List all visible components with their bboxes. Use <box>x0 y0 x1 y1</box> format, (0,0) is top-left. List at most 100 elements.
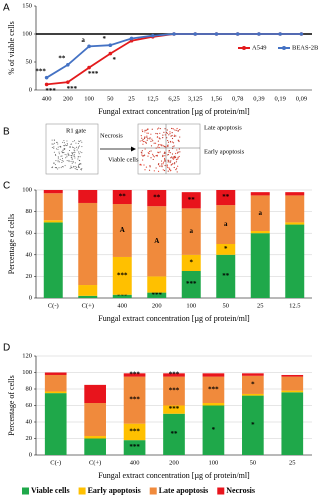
x-tick-label: C(-) <box>48 302 59 309</box>
x-axis-title: Fungal extract concentration [µg of prot… <box>98 314 250 323</box>
flow-dot <box>66 154 68 156</box>
flow-dot <box>179 151 181 153</box>
flow-dot <box>140 134 142 137</box>
flow-dot <box>140 151 142 153</box>
flow-dot <box>150 157 152 159</box>
bar-segment <box>242 375 264 394</box>
flow-dot <box>56 167 58 169</box>
flow-dot <box>157 151 159 153</box>
flow-dot <box>169 140 172 143</box>
flow-dot <box>166 129 168 131</box>
flow-dot <box>59 146 61 148</box>
x-tick-label: 400 <box>130 459 140 466</box>
flow-dot <box>166 164 168 166</box>
x-axis-title: Fungal extract concentration [µg of prot… <box>98 471 250 480</box>
flow-dot <box>57 143 59 145</box>
flow-dot <box>81 152 83 154</box>
flow-dot <box>174 156 177 159</box>
annotation: * <box>224 245 228 253</box>
point <box>87 44 91 49</box>
bar-segment <box>285 192 305 196</box>
flow-dot <box>51 143 53 145</box>
annotation: *** <box>129 396 140 404</box>
flow-dot <box>62 160 64 162</box>
x-tick-label: 200 <box>152 302 162 309</box>
flow-dot <box>71 152 73 154</box>
bar-segment <box>163 413 185 455</box>
flow-dot <box>150 145 153 147</box>
y-axis-title: Percentage of cells <box>7 214 16 274</box>
flow-dot <box>161 165 163 167</box>
x-tick-label: C(+) <box>89 459 101 466</box>
legend-label: Early apoptosis <box>88 486 141 495</box>
flow-dot <box>176 158 178 160</box>
flow-dot <box>66 140 68 142</box>
flow-dot <box>166 137 168 139</box>
bar-segment <box>216 190 236 206</box>
flow-dot <box>172 163 174 165</box>
flow-dot <box>57 148 59 150</box>
x-tick-label: 0,09 <box>296 95 307 102</box>
flow-dot <box>155 147 157 149</box>
legend-label: BEAS-2B <box>292 44 318 51</box>
flow-dot <box>61 155 63 157</box>
flow-dot <box>159 165 161 167</box>
flow-dot <box>51 146 53 148</box>
flow-dot <box>172 146 174 148</box>
flow-dot <box>61 159 63 161</box>
flow-dot <box>53 151 55 153</box>
flow-dot <box>60 155 62 157</box>
flow-dot <box>168 134 170 136</box>
point <box>108 51 113 56</box>
flow-dot <box>167 166 169 169</box>
point <box>193 32 198 36</box>
point <box>44 82 49 87</box>
flow-dot <box>163 152 165 155</box>
annotation: * <box>251 380 255 388</box>
flow-dot <box>64 154 66 156</box>
flow-dot <box>63 151 65 153</box>
flow-dot <box>57 168 59 170</box>
flow-dot <box>144 148 146 150</box>
annotation: a <box>259 209 263 217</box>
flow-dot <box>145 129 147 131</box>
flow-dot <box>80 140 82 142</box>
flow-dot <box>174 129 176 131</box>
flow-dot <box>74 155 76 157</box>
flow-text: R1 gate <box>66 127 86 134</box>
flow-dot <box>161 163 163 165</box>
point <box>150 33 155 38</box>
flow-dot <box>63 140 65 142</box>
flow-dot <box>153 142 155 144</box>
flow-dot <box>66 144 68 146</box>
legend-marker <box>242 46 246 50</box>
flow-dot <box>81 141 83 143</box>
annotation: * <box>251 421 255 429</box>
flow-dot <box>158 162 160 165</box>
flow-dot <box>160 160 163 162</box>
flow-dot <box>55 154 57 156</box>
flow-dot <box>53 147 55 149</box>
flow-text: Necrosis <box>100 132 123 139</box>
flow-dot <box>158 146 160 149</box>
bar-segment <box>84 436 106 439</box>
flow-dot <box>167 170 169 172</box>
flow-dot <box>64 145 66 147</box>
flow-dot <box>168 160 170 162</box>
annotation: *** <box>88 70 99 78</box>
flow-dot <box>151 138 153 140</box>
y-tick-label: 100 <box>22 30 32 37</box>
flow-dot <box>162 161 165 163</box>
flow-dot <box>68 153 70 155</box>
flow-dot <box>70 167 72 169</box>
x-tick-label: 100 <box>84 95 94 102</box>
flow-dot <box>167 145 169 148</box>
bar-segment <box>84 438 106 455</box>
bar-segment <box>112 204 132 257</box>
flow-dot <box>164 164 166 167</box>
flow-dot <box>167 139 169 142</box>
flow-dot <box>72 161 74 163</box>
bar-segment <box>202 373 225 377</box>
flow-dot <box>64 144 66 146</box>
flow-dot <box>63 148 65 150</box>
